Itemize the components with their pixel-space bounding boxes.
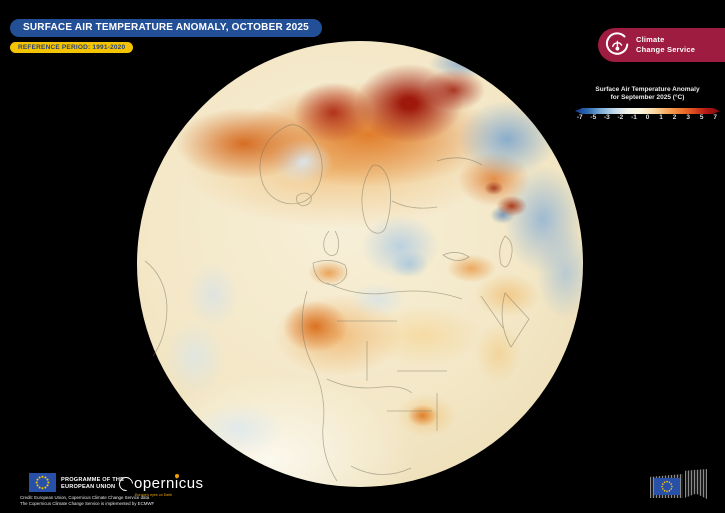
eu-flag-stars [35,475,50,490]
copernicus-text: opernicus [134,475,204,492]
eu-flag [29,473,56,492]
tick-label: 1 [659,114,663,121]
tick-label: -2 [617,114,624,121]
tick-label: 3 [686,114,690,121]
programme-line1: PROGRAMME OF THE [61,476,125,483]
copernicus-crescent-icon [116,473,136,494]
european-commission-logo [648,468,712,500]
reference-period-badge: REFERENCE PERIOD: 1991-2020 [10,42,134,53]
ec-logo-stripes-right [685,469,707,499]
copernicus-wordmark: opernicus [116,473,218,494]
tick-label: -1 [631,114,637,121]
programme-label: PROGRAMME OF THE EUROPEAN UNION [61,476,124,490]
service-name-line1: Climate [636,35,665,44]
programme-line2: EUROPEAN UNION [61,483,116,490]
copernicus-star-icon [175,474,179,478]
legend-title: Surface Air Temperature Anomaly for Sept… [575,86,720,101]
tick-label: -5 [590,114,597,121]
service-name-line2: Change Service [636,45,696,55]
tick-label: 7 [713,114,718,121]
credit-line2: The Copernicus Climate Change Service is… [20,500,155,506]
credit-text: Credit: European Union, Copernicus Clima… [20,495,154,507]
temperature-anomaly-globe [137,41,583,487]
temperature-colorbar [575,108,720,114]
page-title: SURFACE AIR TEMPERATURE ANOMALY, OCTOBER… [10,19,322,37]
tick-label: -3 [603,114,610,121]
ec-logo-flag [654,478,680,495]
climate-change-service-banner: Climate Change Service [598,28,725,62]
service-name: Climate Change Service [636,35,695,55]
copernicus-tagline: Europe's eyes on Earth [135,493,173,498]
legend-title-line2: for September 2025 (°C) [610,93,685,101]
tick-label: -7 [576,114,583,121]
tick-label: 0 [645,114,650,121]
colorbar-tick-labels: -7 -5 -3 -2 -1 0 1 2 3 5 7 [573,114,722,121]
copernicus-logo: opernicus Europe's eyes on Earth [116,473,218,502]
credit-line1: Credit: European Union, Copernicus Clima… [20,495,150,500]
ec-flag-stars [661,480,673,493]
thermometer-icon [605,32,629,55]
tick-label: 2 [672,114,677,121]
legend-title-line1: Surface Air Temperature Anomaly [595,86,700,93]
coastline-borders [144,124,530,482]
tick-label: 5 [699,114,704,121]
